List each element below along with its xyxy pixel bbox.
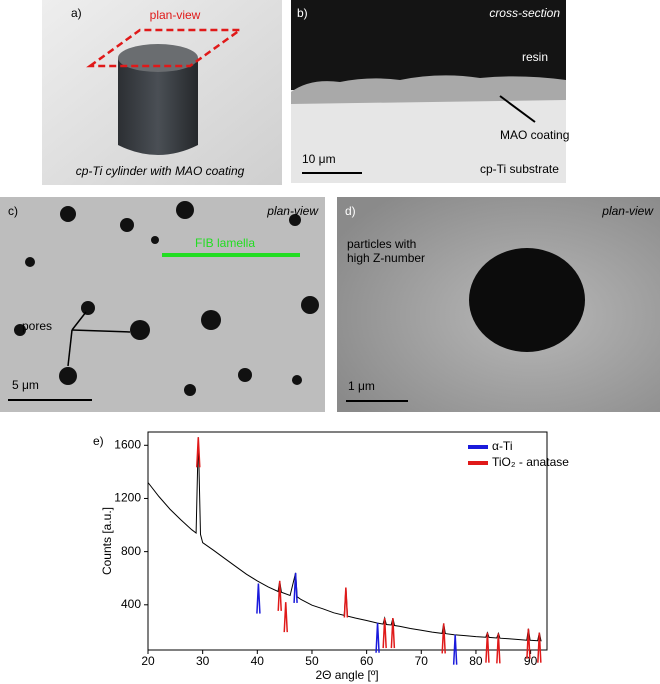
particles-label: particles with xyxy=(347,237,416,251)
x-axis-title: 2Θ angle [º] xyxy=(315,668,378,682)
phase-peak xyxy=(375,622,380,653)
phase-peak xyxy=(256,583,261,614)
legend-label: α-Ti xyxy=(492,439,512,453)
panel-e: e) 2Θ angle [º] Counts [a.u.] 20 30 40 50 60… xyxy=(93,431,569,682)
particles-label: high Z-number xyxy=(347,251,425,265)
phase-peak xyxy=(496,633,501,664)
view-label: plan-view xyxy=(601,204,654,218)
phase-peak xyxy=(277,580,282,611)
panel-c: FIB lamella c) plan-view pores 5 μm xyxy=(0,197,325,412)
panel-d: d) plan-view particles with high Z-numbe… xyxy=(337,197,660,412)
legend-label: TiO₂ - anatase xyxy=(492,455,569,469)
scale-label: 1 μm xyxy=(348,379,375,393)
phase-peak xyxy=(343,587,349,618)
phase-peak xyxy=(382,618,387,649)
caption: cp-Ti cylinder with MAO coating xyxy=(76,164,245,178)
y-tick-label: 800 xyxy=(121,544,141,558)
pore xyxy=(469,248,585,352)
panel-a: a) plan-view cp-Ti cylinder with MAO coa… xyxy=(42,0,282,185)
x-tick-label: 50 xyxy=(305,654,319,668)
panel-label: b) xyxy=(297,6,308,20)
arrow xyxy=(499,95,536,123)
phase-peak xyxy=(452,634,458,665)
x-tick-label: 80 xyxy=(469,654,483,668)
substrate-label: cp-Ti substrate xyxy=(480,162,559,176)
micrograph xyxy=(0,197,325,412)
view-label: plan-view xyxy=(266,204,319,218)
lamella-label: FIB lamella xyxy=(195,236,255,250)
phase-peak xyxy=(441,623,446,654)
plan-outline xyxy=(86,28,244,68)
phase-peak xyxy=(390,618,396,649)
panel-label: c) xyxy=(8,204,18,218)
phase-peak xyxy=(485,632,490,663)
x-tick-label: 60 xyxy=(360,654,374,668)
x-tick-label: 90 xyxy=(524,654,538,668)
coating-layer xyxy=(291,75,566,104)
panel-b: b) cross-section resin MAO coating 10 μm… xyxy=(291,0,569,183)
y-tick-label: 1200 xyxy=(114,491,141,505)
scale-label: 10 μm xyxy=(302,152,336,166)
x-tick-label: 30 xyxy=(196,654,210,668)
panel-label: a) xyxy=(71,6,82,20)
arrows xyxy=(67,311,131,367)
y-tick-label: 1600 xyxy=(114,437,141,451)
resin-area xyxy=(291,0,566,90)
pores xyxy=(14,201,319,396)
cylinder xyxy=(118,58,198,155)
phase-peak xyxy=(196,437,201,468)
cylinder-top xyxy=(118,44,198,72)
phase-peak xyxy=(283,602,288,633)
view-label: cross-section xyxy=(489,6,560,20)
x-tick-label: 70 xyxy=(415,654,429,668)
y-tick-label: 400 xyxy=(121,597,141,611)
coating-label: MAO coating xyxy=(500,128,569,142)
view-label: plan-view xyxy=(150,8,201,22)
resin-label: resin xyxy=(522,50,548,64)
panel-label: e) xyxy=(93,434,104,448)
phase-peak xyxy=(537,632,542,663)
phase-peak xyxy=(526,628,531,659)
phase-peak xyxy=(293,572,298,603)
y-axis-title: Counts [a.u.] xyxy=(100,507,114,575)
x-tick-label: 20 xyxy=(141,654,155,668)
pores-label: pores xyxy=(22,319,52,333)
x-tick-label: 40 xyxy=(251,654,265,668)
panel-label: d) xyxy=(345,204,356,218)
plot-frame xyxy=(147,431,548,651)
scale-label: 5 μm xyxy=(12,378,39,392)
